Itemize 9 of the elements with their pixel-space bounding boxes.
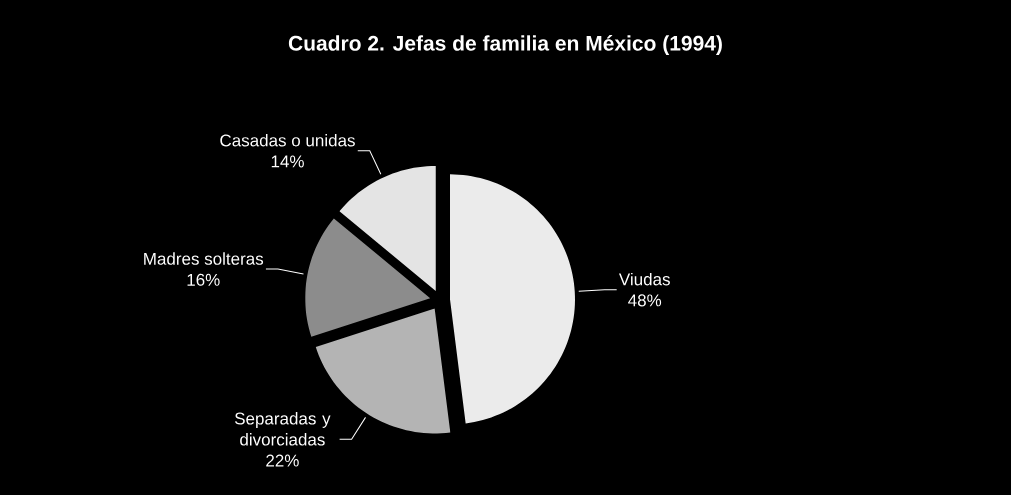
chart-title: Cuadro 2. Jefas de familia en México (1994) xyxy=(288,35,722,55)
slice-label: Casadas o unidas xyxy=(220,133,355,147)
data-label: 14% xyxy=(271,155,304,168)
data-label: 16% xyxy=(187,273,220,286)
slice-label: Madres solteras xyxy=(144,252,264,265)
data-label: 22% xyxy=(266,454,299,467)
slice-label: Viudas xyxy=(618,272,670,286)
slice-label: Separadas y divorciadas xyxy=(234,412,331,446)
data-label: 48% xyxy=(628,294,662,307)
